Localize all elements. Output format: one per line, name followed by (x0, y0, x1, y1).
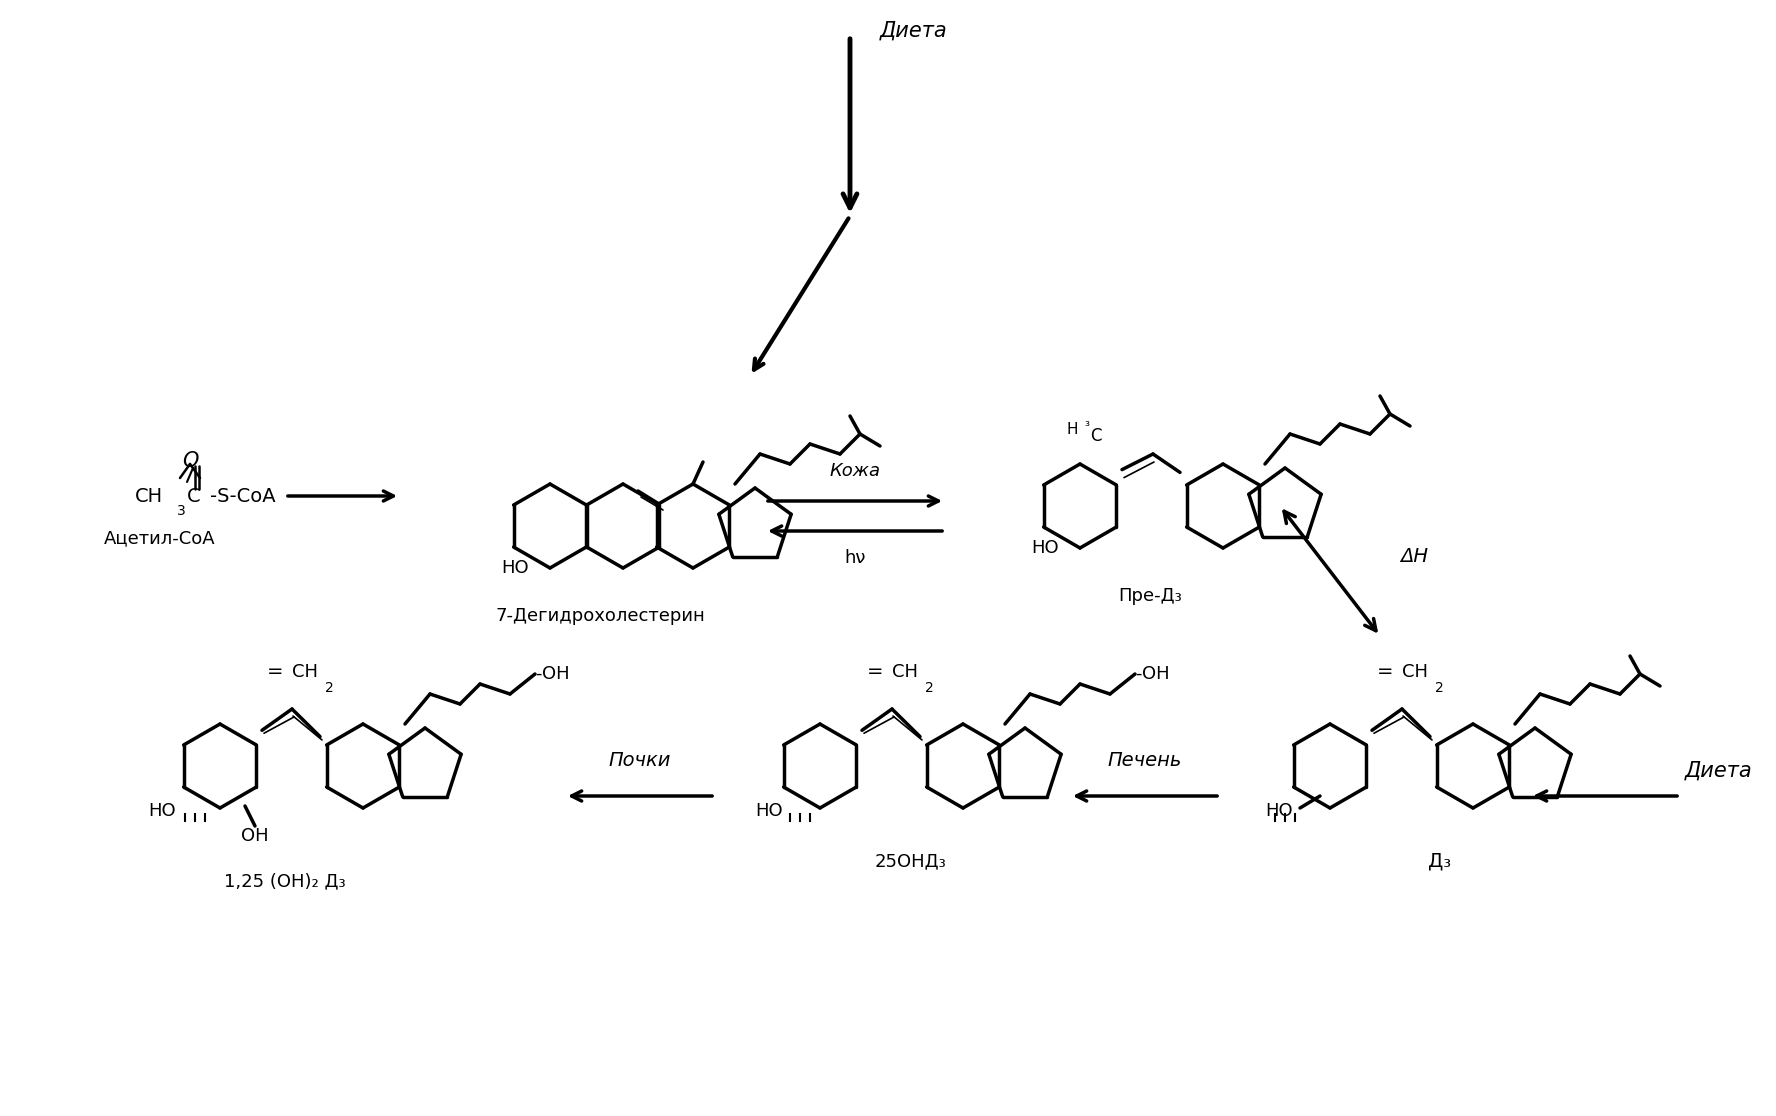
Text: CH: CH (1401, 663, 1428, 681)
Text: Пре-Д₃: Пре-Д₃ (1119, 587, 1181, 605)
Text: Ацетил-СоА: Ацетил-СоА (105, 529, 217, 547)
Text: Диета: Диета (879, 21, 948, 41)
Text: hν: hν (844, 549, 865, 567)
Text: OH: OH (242, 827, 268, 845)
Text: HO: HO (1032, 539, 1058, 557)
Text: 7-Дегидрохолестерин: 7-Дегидрохолестерин (496, 607, 705, 625)
Text: Диета: Диета (1685, 761, 1753, 781)
Text: C: C (1090, 427, 1101, 445)
Text: =: = (1376, 663, 1392, 682)
Text: O: O (181, 451, 199, 471)
Text: Кожа: Кожа (829, 462, 881, 480)
Text: Д₃: Д₃ (1428, 852, 1451, 870)
Text: Печень: Печень (1108, 751, 1183, 770)
Text: C: C (186, 487, 201, 506)
Text: CH: CH (135, 487, 163, 506)
Text: ₃: ₃ (1083, 416, 1089, 429)
Text: 3: 3 (178, 504, 186, 518)
Text: 2: 2 (925, 681, 934, 695)
Text: H: H (1066, 422, 1078, 436)
Text: HO: HO (147, 802, 176, 820)
Text: HO: HO (1265, 802, 1293, 820)
Text: 2: 2 (325, 681, 334, 695)
Text: 2: 2 (1435, 681, 1444, 695)
Text: 25ОНД₃: 25ОНД₃ (874, 852, 947, 870)
Text: =: = (867, 663, 883, 682)
Text: =: = (266, 663, 282, 682)
Text: Почки: Почки (609, 751, 671, 770)
Text: CH: CH (892, 663, 918, 681)
Text: HO: HO (501, 559, 529, 577)
Text: -S-CoA: -S-CoA (210, 487, 275, 506)
Text: HO: HO (755, 802, 783, 820)
Text: ΔН: ΔН (1399, 547, 1428, 566)
Text: -OH: -OH (1135, 665, 1170, 683)
Text: 1,25 (ОН)₂ Д₃: 1,25 (ОН)₂ Д₃ (224, 872, 346, 889)
Text: -OH: -OH (535, 665, 570, 683)
Text: CH: CH (291, 663, 318, 681)
